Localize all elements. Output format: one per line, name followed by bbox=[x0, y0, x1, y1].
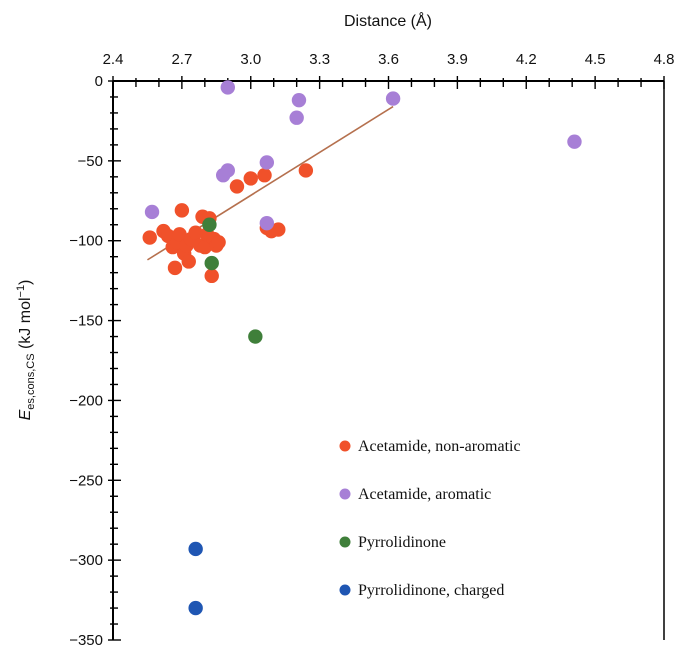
data-point bbox=[220, 80, 235, 95]
x-tick-label: 3.6 bbox=[378, 51, 399, 68]
legend-marker bbox=[339, 488, 351, 500]
data-point bbox=[167, 260, 183, 276]
data-point bbox=[188, 541, 203, 557]
data-point bbox=[567, 134, 582, 149]
data-points bbox=[142, 80, 582, 616]
legend-label: Pyrrolidinone, charged bbox=[358, 582, 504, 599]
data-point bbox=[291, 92, 307, 108]
y-tick-label: −150 bbox=[69, 313, 103, 330]
data-point bbox=[188, 600, 203, 616]
data-point bbox=[142, 230, 157, 245]
x-axis-title: Distance (Å) bbox=[344, 11, 432, 30]
data-point bbox=[259, 215, 275, 231]
legend: Acetamide, non-aromatic Acetamide, aromat… bbox=[339, 438, 521, 599]
x-tick-label: 2.7 bbox=[171, 51, 192, 68]
data-point bbox=[204, 268, 219, 284]
data-point bbox=[211, 235, 226, 250]
data-point bbox=[248, 329, 263, 344]
x-tick-label: 3.9 bbox=[447, 51, 468, 68]
data-point bbox=[172, 227, 187, 242]
y-tick-label: −100 bbox=[69, 233, 103, 250]
y-tick-label: −50 bbox=[78, 153, 103, 170]
y-tick-label: −300 bbox=[69, 552, 103, 569]
data-point bbox=[188, 225, 203, 240]
y-axis-title-subscript: es,cons,CS bbox=[25, 353, 37, 409]
x-tick-label: 3.0 bbox=[240, 51, 261, 68]
data-point bbox=[202, 217, 217, 232]
legend-marker bbox=[339, 536, 351, 548]
y-tick-label: 0 bbox=[95, 73, 103, 90]
legend-label: Acetamide, non-aromatic bbox=[358, 438, 521, 455]
data-point bbox=[259, 155, 275, 170]
data-point bbox=[243, 171, 258, 186]
data-point bbox=[257, 168, 272, 183]
y-tick-label: −200 bbox=[69, 392, 103, 409]
data-point bbox=[220, 163, 235, 178]
data-point bbox=[174, 203, 190, 218]
y-axis-title-unit: (kJ mol bbox=[17, 297, 34, 353]
y-axis-ticks: 0 −50 −100 −150 −200 −250 −300 −350 bbox=[69, 73, 121, 647]
legend-marker bbox=[339, 584, 351, 596]
data-point bbox=[298, 163, 314, 178]
x-tick-label: 2.4 bbox=[103, 51, 124, 68]
y-axis-title-symbol: E bbox=[17, 409, 34, 420]
data-point bbox=[229, 179, 245, 194]
x-tick-label: 4.2 bbox=[516, 51, 537, 68]
data-point bbox=[271, 222, 286, 237]
y-axis-title-close: ) bbox=[17, 280, 34, 285]
data-point bbox=[181, 254, 196, 269]
data-point bbox=[289, 110, 304, 125]
x-axis-ticks: 2.4 2.7 3.0 3.3 3.6 3.9 4.2 4.5 4.8 bbox=[103, 51, 675, 89]
data-point bbox=[144, 204, 160, 220]
y-axis-title: Ees,cons,CS (kJ mol−1) bbox=[15, 280, 37, 421]
y-axis-title-superscript: −1 bbox=[15, 285, 27, 298]
legend-label: Pyrrolidinone bbox=[358, 534, 446, 551]
x-tick-label: 4.8 bbox=[654, 51, 675, 68]
legend-label: Acetamide, aromatic bbox=[358, 486, 491, 503]
data-point bbox=[385, 91, 401, 106]
y-tick-label: −250 bbox=[69, 472, 103, 489]
data-point bbox=[204, 255, 219, 271]
legend-marker bbox=[339, 440, 351, 452]
y-tick-label: −350 bbox=[69, 632, 103, 647]
x-tick-label: 4.5 bbox=[585, 51, 606, 68]
x-tick-label: 3.3 bbox=[309, 51, 330, 68]
